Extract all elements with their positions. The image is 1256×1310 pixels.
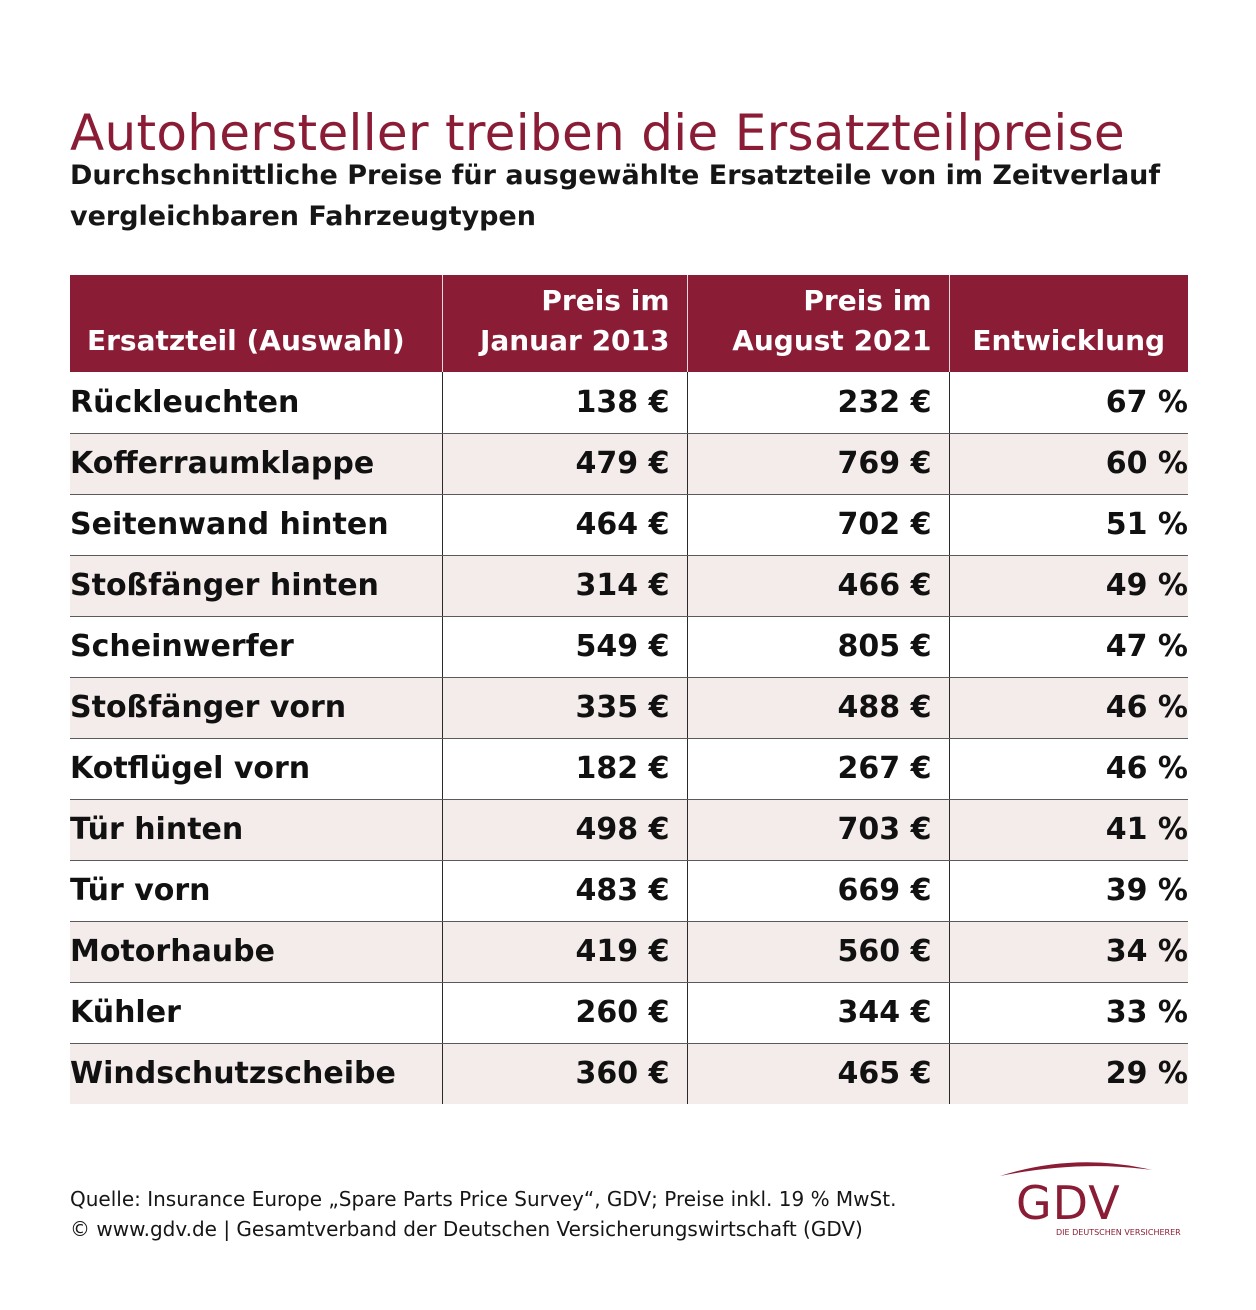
cell-col-price-2013: 419 € bbox=[441, 921, 687, 983]
cell-col-part: Kofferraumklappe bbox=[70, 433, 442, 495]
cell-col-change: 49 % bbox=[948, 555, 1188, 617]
cell-col-price-2021: 669 € bbox=[686, 860, 949, 922]
table-row: Rückleuchten 138 €232 €67 % bbox=[70, 372, 1188, 434]
cell-col-part: Rückleuchten bbox=[70, 372, 442, 434]
header-label: August 2021 bbox=[732, 324, 932, 357]
cell-col-price-2013: 360 € bbox=[441, 1043, 687, 1104]
cell-col-price-2021: 805 € bbox=[686, 616, 949, 678]
cell-col-price-2013: 479 € bbox=[441, 433, 687, 495]
cell-col-change: 39 % bbox=[948, 860, 1188, 922]
cell-col-price-2021: 466 € bbox=[686, 555, 949, 617]
cell-col-part: Windschutzscheibe bbox=[70, 1043, 442, 1104]
table-row: Kotflügel vorn 182 €267 €46 % bbox=[70, 738, 1188, 800]
cell-col-change: 41 % bbox=[948, 799, 1188, 861]
cell-col-change: 60 % bbox=[948, 433, 1188, 495]
cell-col-part: Tür hinten bbox=[70, 799, 442, 861]
logo-text: GDV bbox=[1016, 1176, 1121, 1230]
logo-swoosh-icon bbox=[1000, 1162, 1152, 1176]
subtitle: Durchschnittliche Preise für ausgewählte… bbox=[70, 160, 1161, 232]
cell-col-price-2021: 344 € bbox=[686, 982, 949, 1044]
cell-col-price-2021: 232 € bbox=[686, 372, 949, 434]
cell-col-price-2021: 267 € bbox=[686, 738, 949, 800]
cell-col-price-2013: 464 € bbox=[441, 494, 687, 556]
cell-col-price-2021: 465 € bbox=[686, 1043, 949, 1104]
cell-col-part: Kotflügel vorn bbox=[70, 738, 442, 800]
table-row: Stoßfänger vorn 335 €488 €46 % bbox=[70, 677, 1188, 739]
cell-col-part: Stoßfänger hinten bbox=[70, 555, 442, 617]
cell-col-part: Stoßfänger vorn bbox=[70, 677, 442, 739]
cell-col-price-2021: 702 € bbox=[686, 494, 949, 556]
cell-col-price-2013: 483 € bbox=[441, 860, 687, 922]
cell-col-price-2021: 769 € bbox=[686, 433, 949, 495]
table-row: Seitenwand hinten 464 €702 €51 % bbox=[70, 494, 1188, 556]
footer-copyright: © www.gdv.de | Gesamtverband der Deutsch… bbox=[70, 1217, 863, 1241]
cell-col-change: 47 % bbox=[948, 616, 1188, 678]
footer-source: Quelle: Insurance Europe „Spare Parts Pr… bbox=[70, 1187, 897, 1211]
table-row: Tür vorn 483 €669 €39 % bbox=[70, 860, 1188, 922]
table-row: Stoßfänger hinten 314 €466 €49 % bbox=[70, 555, 1188, 617]
price-table: Ersatzteil (Auswahl) Preis im Januar 2013 P… bbox=[70, 275, 1188, 1104]
header-label: Preis im bbox=[803, 284, 932, 317]
table-header-row: Ersatzteil (Auswahl) Preis im Januar 2013 P… bbox=[70, 275, 1188, 372]
header-col-price-2013: Preis im Januar 2013 bbox=[441, 275, 687, 372]
gdv-logo: GDV DIE DEUTSCHEN VERSICHERER bbox=[996, 1156, 1192, 1242]
cell-col-price-2013: 335 € bbox=[441, 677, 687, 739]
table-row: Windschutzscheibe 360 €465 €29 % bbox=[70, 1043, 1188, 1104]
table-row: Motorhaube 419 €560 €34 % bbox=[70, 921, 1188, 983]
table-row: Scheinwerfer 549 €805 €47 % bbox=[70, 616, 1188, 678]
cell-col-part: Motorhaube bbox=[70, 921, 442, 983]
header-label: Entwicklung bbox=[972, 324, 1166, 357]
cell-col-change: 46 % bbox=[948, 738, 1188, 800]
cell-col-price-2013: 314 € bbox=[441, 555, 687, 617]
cell-col-price-2021: 488 € bbox=[686, 677, 949, 739]
header-label: Januar 2013 bbox=[479, 324, 670, 357]
page-title: Autohersteller treiben die Ersatzteilpre… bbox=[70, 103, 1125, 162]
table-row: Tür hinten 498 €703 €41 % bbox=[70, 799, 1188, 861]
cell-col-price-2013: 549 € bbox=[441, 616, 687, 678]
cell-col-part: Scheinwerfer bbox=[70, 616, 442, 678]
table-row: Kofferraumklappe 479 €769 €60 % bbox=[70, 433, 1188, 495]
header-col-price-2021: Preis im August 2021 bbox=[686, 275, 949, 372]
cell-col-part: Kühler bbox=[70, 982, 442, 1044]
header-label: Ersatzteil (Auswahl) bbox=[87, 324, 405, 357]
header-col-part: Ersatzteil (Auswahl) bbox=[70, 275, 442, 372]
cell-col-change: 67 % bbox=[948, 372, 1188, 434]
cell-col-change: 34 % bbox=[948, 921, 1188, 983]
cell-col-price-2013: 498 € bbox=[441, 799, 687, 861]
cell-col-part: Tür vorn bbox=[70, 860, 442, 922]
header-col-change: Entwicklung bbox=[948, 275, 1188, 372]
cell-col-part: Seitenwand hinten bbox=[70, 494, 442, 556]
header-label: Preis im bbox=[541, 284, 670, 317]
cell-col-change: 29 % bbox=[948, 1043, 1188, 1104]
cell-col-change: 33 % bbox=[948, 982, 1188, 1044]
cell-col-change: 46 % bbox=[948, 677, 1188, 739]
cell-col-price-2013: 260 € bbox=[441, 982, 687, 1044]
cell-col-price-2021: 560 € bbox=[686, 921, 949, 983]
cell-col-change: 51 % bbox=[948, 494, 1188, 556]
cell-col-price-2013: 138 € bbox=[441, 372, 687, 434]
footer: Quelle: Insurance Europe „Spare Parts Pr… bbox=[70, 1184, 896, 1244]
logo-tagline: DIE DEUTSCHEN VERSICHERER bbox=[1056, 1228, 1181, 1237]
table-row: Kühler 260 €344 €33 % bbox=[70, 982, 1188, 1044]
cell-col-price-2013: 182 € bbox=[441, 738, 687, 800]
cell-col-price-2021: 703 € bbox=[686, 799, 949, 861]
table-body: Rückleuchten 138 €232 €67 % Kofferraumklap… bbox=[70, 372, 1188, 1104]
